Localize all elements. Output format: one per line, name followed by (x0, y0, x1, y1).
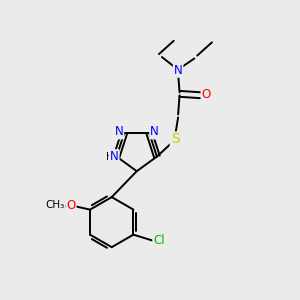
Text: N: N (150, 125, 159, 139)
Text: CH₃: CH₃ (45, 200, 64, 210)
Text: N: N (110, 150, 118, 163)
Text: N: N (174, 64, 182, 77)
Text: O: O (66, 199, 76, 212)
Text: N: N (115, 125, 123, 139)
Text: Cl: Cl (153, 234, 165, 247)
Text: H: H (106, 152, 113, 162)
Text: S: S (171, 133, 179, 146)
Text: O: O (202, 88, 211, 101)
